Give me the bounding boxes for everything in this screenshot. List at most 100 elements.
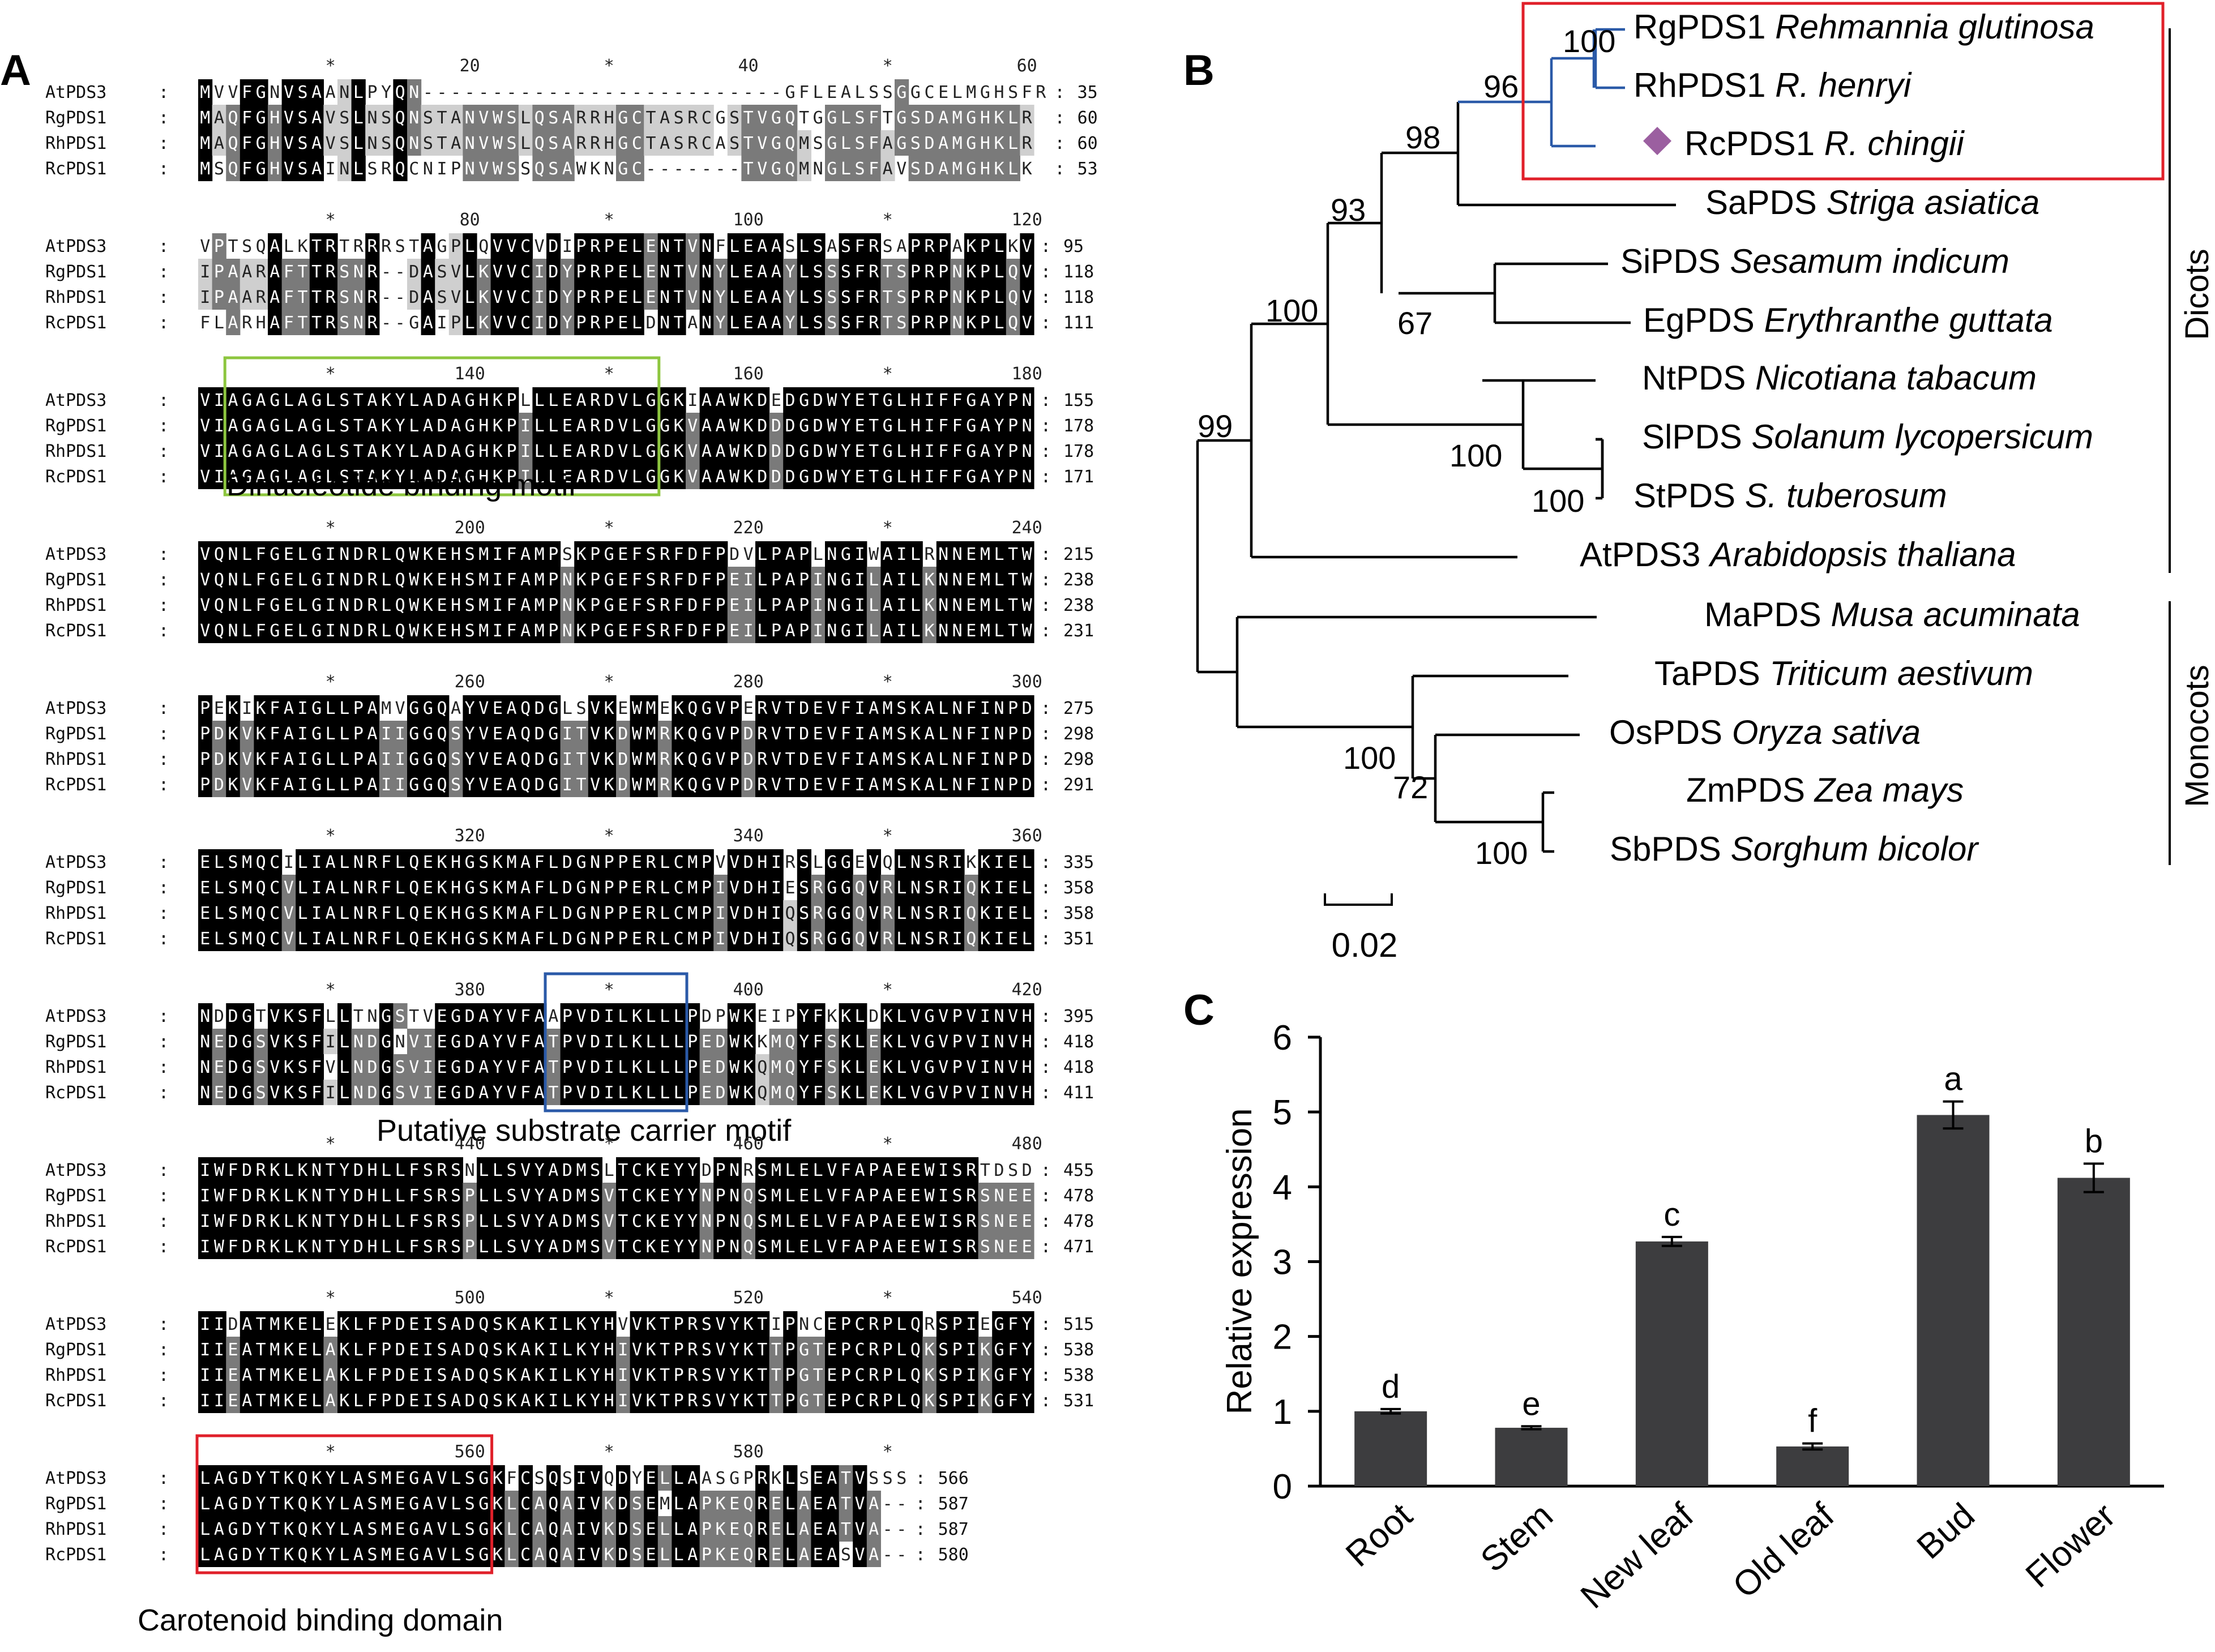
residue: Y: [590, 1315, 600, 1334]
residue: S: [757, 1161, 767, 1180]
residue: I: [771, 904, 781, 923]
residue: R: [256, 1212, 267, 1231]
residue: G: [799, 1340, 809, 1360]
residue: Q: [297, 1469, 307, 1488]
residue: I: [924, 391, 934, 410]
residue: L: [813, 853, 823, 872]
residue: A: [284, 775, 294, 795]
residue: K: [493, 1469, 503, 1488]
residue: V: [200, 596, 210, 615]
residue: Q: [743, 1237, 754, 1257]
residue: L: [785, 1545, 795, 1565]
residue: E: [395, 1520, 405, 1539]
residue: E: [813, 775, 823, 795]
conservation-shade: [240, 79, 254, 105]
residue: L: [465, 313, 475, 333]
residue: P: [618, 929, 628, 949]
residue: Q: [256, 904, 266, 923]
residue: F: [854, 237, 865, 256]
residue: E: [813, 699, 823, 718]
residue: K: [883, 1032, 893, 1052]
residue: K: [311, 1469, 322, 1488]
residue: R: [326, 288, 336, 307]
residue: L: [339, 699, 349, 718]
residue: I: [896, 570, 906, 590]
residue: Y: [674, 1161, 684, 1180]
residue: L: [813, 1186, 823, 1206]
seq-colon: :: [159, 1545, 169, 1565]
residue: Y: [729, 1366, 739, 1385]
seq-colon: :: [1055, 108, 1065, 128]
residue: N: [228, 570, 238, 590]
residue: K: [604, 1494, 614, 1514]
residue: Q: [409, 878, 419, 898]
residue: L: [339, 724, 349, 744]
residue: R: [242, 313, 253, 333]
residue: A: [506, 750, 516, 769]
residue: Y: [339, 1186, 349, 1206]
residue: I: [980, 1083, 990, 1103]
residue: V: [632, 1391, 642, 1411]
residue: T: [1008, 570, 1018, 590]
residue: R: [381, 237, 392, 256]
residue: P: [729, 775, 739, 795]
residue: F: [270, 699, 280, 718]
residue: D: [757, 467, 767, 487]
residue: S: [562, 545, 572, 564]
residue: L: [339, 775, 349, 795]
residue: W: [214, 1212, 225, 1231]
residue: Q: [743, 1186, 754, 1206]
residue: F: [381, 853, 391, 872]
ruler-mark: 440: [455, 1134, 485, 1154]
residue: A: [520, 1340, 531, 1360]
residue: P: [590, 621, 600, 641]
seq-colon: :: [1041, 929, 1051, 949]
residue: P: [590, 545, 600, 564]
residue: F: [534, 929, 545, 949]
residue: Q: [297, 1494, 307, 1514]
seq-name: RhPDS1: [45, 134, 106, 153]
residue: S: [339, 391, 349, 410]
ruler-mark: *: [604, 56, 614, 76]
residue: G: [729, 1469, 739, 1488]
conservation-shade: [240, 130, 254, 156]
residue: A: [534, 1494, 545, 1514]
residue: V: [757, 134, 767, 153]
residue: L: [242, 545, 252, 564]
residue: G: [548, 775, 558, 795]
residue: R: [590, 134, 601, 153]
residue: K: [743, 442, 754, 461]
residue: Q: [395, 570, 405, 590]
ruler-mark: 320: [455, 826, 485, 846]
residue: N: [590, 929, 600, 949]
tree-leaf-label: SaPDS Striga asiatica: [1705, 183, 2039, 221]
residue: I: [214, 391, 224, 410]
residue: V: [854, 1520, 865, 1539]
residue: K: [506, 1340, 516, 1360]
residue: K: [645, 1315, 656, 1334]
residue: H: [757, 878, 767, 898]
residue: T: [813, 1366, 823, 1385]
residue: V: [493, 262, 503, 282]
residue: V: [576, 1007, 586, 1026]
residue: A: [423, 416, 433, 436]
residue: N: [660, 288, 670, 307]
residue: P: [367, 83, 377, 102]
ruler-mark: *: [326, 364, 336, 384]
residue: V: [409, 1083, 419, 1103]
residue: E: [297, 1340, 307, 1360]
residue: V: [200, 570, 210, 590]
residue: K: [339, 1315, 349, 1334]
residue: L: [562, 1391, 572, 1411]
residue: C: [520, 1494, 531, 1514]
residue: V: [771, 724, 781, 744]
residue: L: [297, 878, 307, 898]
residue: E: [1008, 1186, 1018, 1206]
residue: I: [214, 416, 224, 436]
residue: P: [353, 775, 364, 795]
residue: Q: [256, 878, 266, 898]
conservation-shade: [435, 105, 450, 130]
residue: A: [757, 288, 767, 307]
residue: I: [326, 159, 336, 179]
